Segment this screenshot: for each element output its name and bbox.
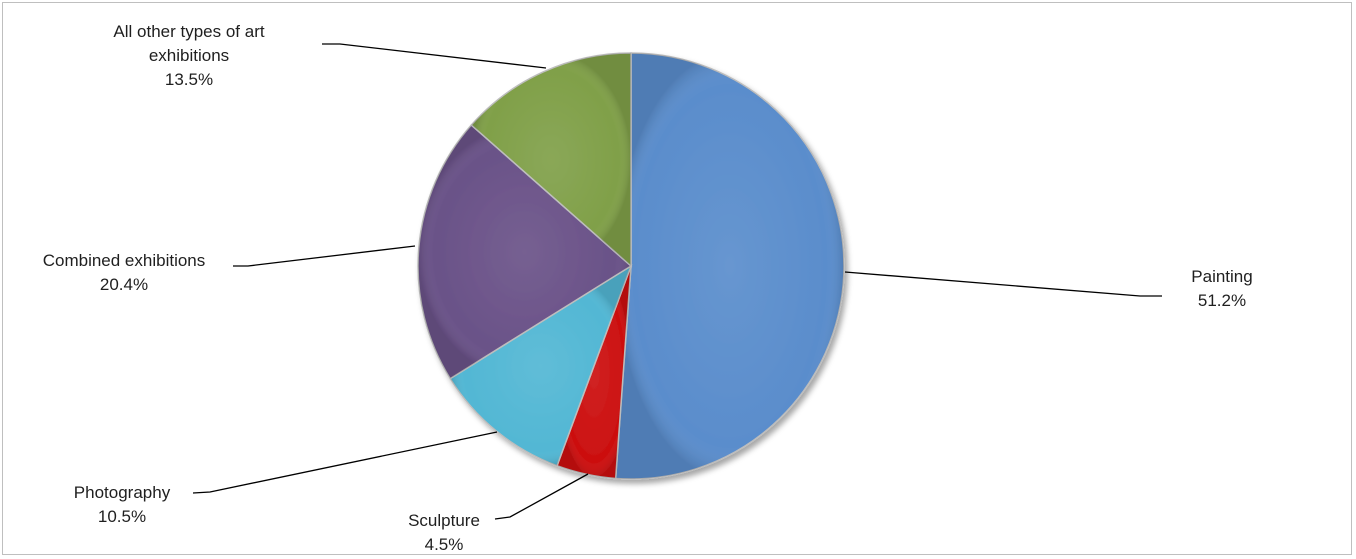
data-label-value: 10.5% [98, 507, 146, 526]
leader-line-3 [233, 245, 416, 267]
data-label-1: Sculpture 4.5% [408, 511, 480, 554]
data-label-category: Combined exhibitions [43, 251, 206, 270]
leader-line-1 [494, 473, 589, 520]
data-label-2: Photography 10.5% [74, 483, 171, 526]
data-label-category: All other types of art [113, 22, 264, 41]
data-label-value: 51.2% [1198, 291, 1246, 310]
data-labels: Painting 51.2% Sculpture 4.5% Photography 10.… [43, 22, 1253, 554]
leader-lines [192, 43, 1162, 520]
pie-slices [417, 52, 845, 480]
data-label-category: exhibitions [149, 46, 229, 65]
pie-slice-shading-3 [418, 125, 631, 379]
data-label-value: 20.4% [100, 275, 148, 294]
leader-line-0 [844, 271, 1162, 297]
data-label-4: All other types of art exhibitions 13.5% [113, 22, 264, 89]
data-label-0: Painting 51.2% [1191, 267, 1252, 310]
data-label-category: Photography [74, 483, 171, 502]
data-label-category: Sculpture [408, 511, 480, 530]
pie-slice-shading-0 [615, 53, 844, 479]
data-label-value: 4.5% [425, 535, 464, 554]
pie-slice-shading-2 [450, 266, 631, 466]
pie-slice-shading-1 [557, 266, 631, 479]
leader-line-2 [192, 431, 498, 494]
data-label-3: Combined exhibitions 20.4% [43, 251, 206, 294]
data-label-category: Painting [1191, 267, 1252, 286]
pie-slice-shading-4 [471, 53, 631, 266]
leader-line-4 [322, 43, 547, 69]
data-label-value: 13.5% [165, 70, 213, 89]
